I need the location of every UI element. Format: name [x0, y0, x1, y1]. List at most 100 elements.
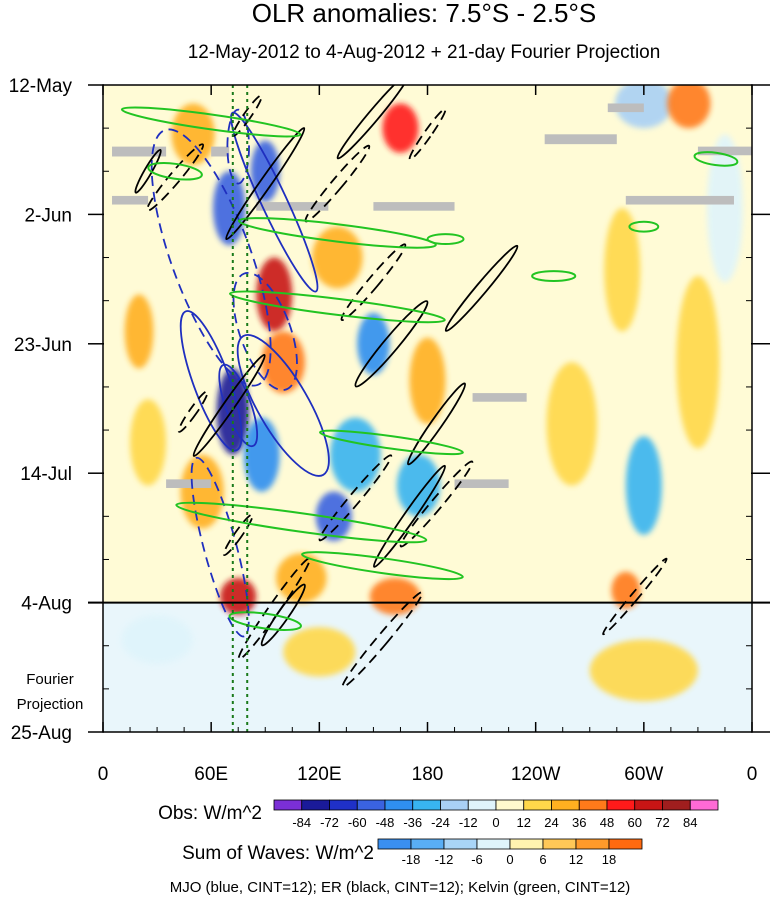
er-contour	[354, 300, 429, 388]
obs-colorbar-label: 0	[492, 815, 499, 830]
missing-data-patch	[112, 195, 149, 205]
er-contour	[406, 382, 467, 466]
anomaly-blob	[546, 362, 597, 486]
mjo-contour	[226, 108, 250, 185]
fourier-label-line1: Fourier	[26, 671, 74, 688]
er-contour	[341, 591, 424, 688]
er-contour	[177, 390, 209, 433]
waves-colorbar-swatch	[377, 838, 412, 850]
plot-area: 0 60E 120E 180 120W 60W 0 12-May 2-Jun 23-Jun 14-…	[9, 76, 770, 785]
kelvin-contour	[693, 151, 739, 167]
obs-colorbar-label: 48	[600, 815, 614, 830]
mjo-contour	[230, 111, 319, 293]
y-tick-label: 12-May	[9, 76, 73, 97]
missing-data-patch	[373, 202, 455, 211]
er-contour	[444, 244, 519, 332]
anomaly-blob	[396, 454, 441, 517]
waves-colorbar-label: -12	[435, 852, 454, 867]
obs-colorbar-label: 72	[655, 815, 669, 830]
wave-caption: MJO (blue, CINT=12); ER (black, CINT=12)…	[170, 879, 631, 896]
anomaly-blob	[589, 639, 698, 702]
er-contour	[225, 127, 306, 241]
kelvin-contour	[237, 217, 437, 249]
kelvin-contour	[120, 106, 302, 138]
obs-colorbar-swatch	[523, 799, 552, 811]
fourier-label-line2: Projection	[17, 696, 84, 713]
waves-colorbar-label: -6	[471, 852, 483, 867]
waves-colorbar-swatch	[575, 838, 610, 850]
obs-colorbar-swatch	[273, 799, 303, 811]
anomaly-blob	[625, 436, 662, 535]
x-tick-label: 60W	[624, 764, 663, 785]
mjo-contour	[232, 272, 298, 391]
anomaly-blob	[283, 627, 356, 677]
mjo-contour	[179, 310, 243, 452]
missing-data-patch	[454, 479, 509, 488]
y-tick-label: 23-Jun	[14, 335, 72, 356]
chart-subtitle: 12-May-2012 to 4-Aug-2012 + 21-day Fouri…	[188, 42, 661, 63]
anomaly-blob	[130, 399, 167, 486]
x-axis: 0 60E 120E 180 120W 60W 0	[98, 85, 758, 785]
kelvin-contour	[531, 270, 577, 282]
anomaly-blob	[330, 417, 381, 492]
anomaly-blob	[369, 577, 421, 615]
obs-colorbar-label: -84	[292, 815, 311, 830]
waves-colorbar-swatch	[608, 838, 643, 850]
x-tick-label: 0	[98, 764, 109, 785]
obs-colorbar-label: -12	[459, 815, 478, 830]
obs-colorbar-title: Obs: W/m^2	[158, 803, 262, 824]
mjo-contour	[236, 334, 330, 477]
anomaly-blob	[212, 171, 246, 246]
x-tick-label: 120E	[297, 764, 341, 785]
obs-colorbar-label: 24	[544, 815, 558, 830]
kelvin-contour	[319, 429, 464, 456]
kelvin-contour	[175, 501, 428, 544]
anomaly-blob	[706, 134, 743, 283]
obs-colorbar-swatch	[329, 799, 358, 811]
obs-colorbar-label: -48	[376, 815, 395, 830]
anomaly-blob	[256, 257, 293, 332]
y-tick-label: 14-Jul	[20, 464, 72, 485]
obs-colorbar-swatch	[662, 799, 691, 811]
kelvin-contour	[147, 162, 203, 181]
obs-colorbar-label: 60	[628, 815, 642, 830]
kelvin-contour	[301, 551, 464, 581]
obs-colorbar: Obs: W/m^2 -84 -72 -60 -48 -36 -24 -12 0 12 24 36 4…	[158, 799, 719, 830]
x-tick-label: 0	[747, 764, 758, 785]
obs-colorbar-label: 12	[517, 815, 531, 830]
anomaly-blob	[124, 294, 154, 369]
mjo-contours	[150, 108, 330, 638]
obs-colorbar-swatch	[440, 799, 469, 811]
anomaly-field	[103, 85, 752, 732]
missing-data-patch	[256, 202, 329, 211]
missing-data-patch	[112, 146, 167, 157]
waves-colorbar-swatch	[443, 838, 478, 850]
y-tick-label: 4-Aug	[21, 594, 72, 615]
anomaly-blob	[667, 85, 711, 129]
x-tick-label: 60E	[194, 764, 228, 785]
missing-data-patch	[544, 134, 617, 145]
y-tick-label: 2-Jun	[24, 205, 72, 226]
waves-colorbar-label: 18	[602, 852, 616, 867]
obs-colorbar-swatch	[356, 799, 386, 811]
obs-colorbar-label: 84	[683, 815, 697, 830]
anomaly-blob	[409, 337, 446, 424]
er-contour	[399, 460, 474, 548]
anomaly-blob	[382, 103, 419, 153]
waves-colorbar-swatch	[476, 838, 511, 850]
anomaly-blob	[676, 276, 720, 449]
missing-data-patch	[472, 393, 527, 402]
anomaly-blob	[121, 614, 194, 665]
obs-colorbar-label: -24	[431, 815, 450, 830]
waves-colorbar: Sum of Waves: W/m^2 -18 -12 -6 0 6 12 18	[182, 838, 643, 867]
kelvin-contour	[426, 233, 465, 245]
er-contour	[340, 243, 407, 322]
mjo-contour	[150, 128, 272, 387]
missing-data-patch	[166, 479, 212, 488]
anomaly-blob	[312, 226, 363, 289]
waves-colorbar-label: -18	[402, 852, 421, 867]
mjo-contour	[218, 363, 259, 448]
obs-colorbar-swatch	[606, 799, 636, 811]
waves-colorbar-swatch	[542, 838, 577, 850]
waves-colorbar-swatch	[509, 838, 544, 850]
